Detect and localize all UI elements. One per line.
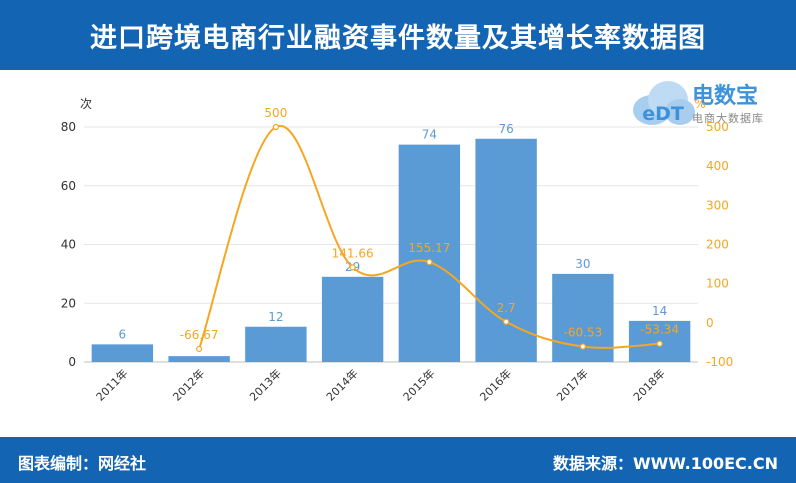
growth-rate-point — [503, 318, 510, 325]
growth-rate-label: -60.53 — [564, 326, 603, 340]
bar-value-label: 14 — [652, 304, 667, 318]
growth-rate-point — [349, 264, 356, 271]
growth-rate-point — [656, 340, 663, 347]
header-bar: 进口跨境电商行业融资事件数量及其增长率数据图 — [0, 0, 796, 70]
growth-rate-label: 500 — [264, 106, 287, 120]
right-axis-unit: % — [694, 97, 705, 111]
growth-rate-point — [426, 258, 433, 266]
left-tick-label: 80 — [61, 120, 76, 134]
category-label: 2013年 — [247, 366, 284, 403]
right-tick-label: 0 — [706, 316, 714, 330]
footer-bar: 图表编制：网经社 数据来源：WWW.100EC.CN — [0, 437, 796, 483]
growth-rate-label: 155.17 — [408, 241, 450, 255]
right-tick-label: 400 — [706, 159, 729, 173]
growth-rate-point — [196, 345, 203, 353]
right-tick-label: 200 — [706, 238, 729, 252]
category-label: 2012年 — [170, 366, 207, 403]
left-axis-unit: 次 — [80, 97, 92, 111]
right-tick-label: 300 — [706, 198, 729, 212]
category-label: 2015年 — [400, 366, 437, 403]
chart-area: 次 % 020406080-10001002003004005006122974… — [61, 97, 734, 404]
category-label: 2018年 — [630, 366, 667, 403]
left-tick-label: 0 — [68, 355, 76, 369]
footer-credit: 图表编制：网经社 — [18, 454, 147, 473]
left-tick-label: 60 — [61, 179, 76, 193]
logo-subtitle: 电商大数据库 — [692, 112, 764, 125]
right-tick-label: 500 — [706, 120, 729, 134]
footer-source: 数据来源：WWW.100EC.CN — [552, 454, 778, 473]
left-tick-label: 20 — [61, 296, 76, 310]
right-tick-label: 100 — [706, 277, 729, 291]
cloud-logo-icon: eDT — [633, 81, 695, 125]
growth-rate-point — [579, 343, 586, 350]
logo-mark: eDT — [642, 103, 684, 125]
growth-rate-label: -53.34 — [640, 323, 679, 337]
bar-value-label: 76 — [498, 122, 513, 136]
bar — [245, 326, 307, 362]
left-tick-label: 40 — [61, 238, 76, 252]
bar-value-label: 30 — [575, 257, 590, 271]
logo-brand: 电数宝 — [692, 84, 759, 109]
logo: eDT 电数宝 电商大数据库 — [630, 76, 790, 132]
bar — [398, 144, 461, 362]
bar-value-label: 12 — [268, 310, 283, 324]
chart-title: 进口跨境电商行业融资事件数量及其增长率数据图 — [90, 22, 706, 54]
category-label: 2017年 — [554, 366, 591, 403]
growth-rate-point — [272, 123, 279, 131]
bar-value-label: 6 — [119, 327, 127, 341]
growth-rate-label: 141.66 — [332, 246, 374, 260]
bar — [168, 356, 230, 362]
right-tick-label: -100 — [706, 355, 733, 369]
category-label: 2011年 — [93, 366, 130, 403]
growth-rate-label: 2.7 — [497, 301, 516, 315]
bar — [321, 276, 384, 362]
category-label: 2014年 — [323, 366, 360, 403]
growth-rate-label: -66.67 — [180, 328, 219, 342]
category-label: 2016年 — [477, 366, 514, 403]
bar — [475, 138, 537, 362]
growth-rate-line — [198, 124, 660, 350]
bar-value-label: 74 — [422, 128, 437, 142]
bar — [91, 344, 154, 362]
